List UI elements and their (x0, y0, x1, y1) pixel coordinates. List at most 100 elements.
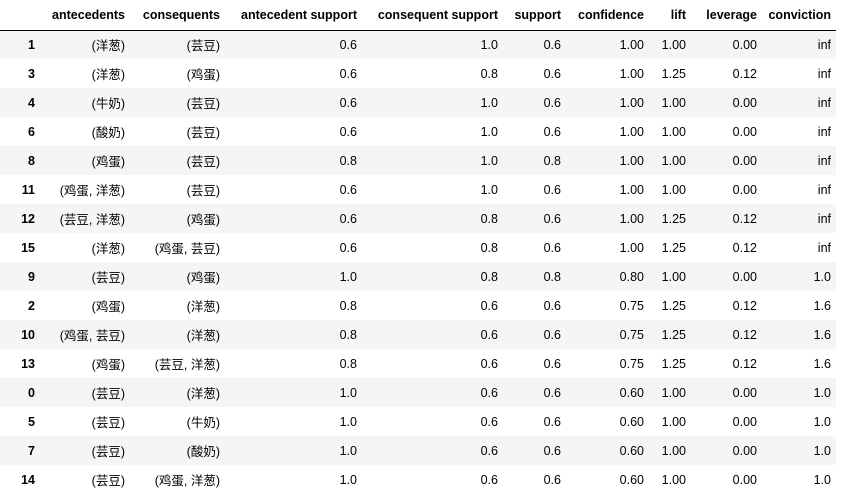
consequents-cell: (鸡蛋, 芸豆) (154, 242, 220, 256)
leverage-cell: 0.12 (732, 298, 757, 313)
antecedent-support-cell: 1.0 (339, 443, 357, 458)
antecedents-cell: (鸡蛋) (91, 300, 125, 314)
index-header (0, 0, 40, 31)
confidence-cell: 0.75 (619, 327, 644, 342)
consequents-cell: (芸豆) (186, 155, 220, 169)
support-cell: 0.6 (543, 240, 561, 255)
lift-cell: 1.00 (661, 182, 686, 197)
row-index: 13 (21, 356, 35, 371)
leverage-cell: 0.00 (732, 472, 757, 487)
lift-cell: 1.00 (661, 385, 686, 400)
table-row: 1 (洋葱) (芸豆) 0.6 1.0 0.6 1.00 1.00 0.00 inf (0, 30, 836, 59)
antecedent-support-cell: 0.6 (339, 240, 357, 255)
lift-cell: 1.00 (661, 414, 686, 429)
row-index: 0 (28, 385, 35, 400)
consequents-cell: (芸豆) (186, 97, 220, 111)
confidence-cell: 1.00 (619, 124, 644, 139)
consequents-cell: (芸豆) (186, 126, 220, 140)
row-index: 2 (28, 298, 35, 313)
row-index: 9 (28, 269, 35, 284)
leverage-cell: 0.00 (732, 124, 757, 139)
table-row: 0 (芸豆) (洋葱) 1.0 0.6 0.6 0.60 1.00 0.00 1.0 (0, 378, 836, 407)
support-cell: 0.6 (543, 356, 561, 371)
table-row: 12 (芸豆, 洋葱) (鸡蛋) 0.6 0.8 0.6 1.00 1.25 0.12 inf (0, 204, 836, 233)
lift-header: lift (649, 0, 691, 31)
table-row: 7 (芸豆) (酸奶) 1.0 0.6 0.6 0.60 1.00 0.00 1.0 (0, 436, 836, 465)
antecedent-support-cell: 0.8 (339, 327, 357, 342)
antecedents-cell: (芸豆, 洋葱) (59, 213, 125, 227)
antecedent-support-cell: 0.6 (339, 66, 357, 81)
consequent-support-cell: 1.0 (480, 124, 498, 139)
conviction-cell: inf (817, 182, 831, 197)
antecedents-header: antecedents (40, 0, 130, 31)
antecedents-cell: (牛奶) (91, 97, 125, 111)
row-index: 10 (21, 327, 35, 342)
consequent-support-cell: 1.0 (480, 37, 498, 52)
leverage-cell: 0.12 (732, 327, 757, 342)
table-row: 4 (牛奶) (芸豆) 0.6 1.0 0.6 1.00 1.00 0.00 inf (0, 88, 836, 117)
conviction-cell: inf (817, 95, 831, 110)
conviction-cell: 1.6 (813, 356, 831, 371)
support-cell: 0.6 (543, 414, 561, 429)
row-index: 12 (21, 211, 35, 226)
lift-cell: 1.00 (661, 124, 686, 139)
support-cell: 0.6 (543, 472, 561, 487)
lift-cell: 1.25 (661, 298, 686, 313)
confidence-cell: 0.75 (619, 298, 644, 313)
header-row: antecedents consequents antecedent support… (0, 0, 836, 31)
support-cell: 0.6 (543, 298, 561, 313)
support-cell: 0.6 (543, 211, 561, 226)
conviction-cell: inf (817, 124, 831, 139)
row-index: 14 (21, 472, 35, 487)
antecedents-cell: (洋葱) (91, 68, 125, 82)
row-index: 6 (28, 124, 35, 139)
antecedent-support-cell: 0.6 (339, 211, 357, 226)
antecedents-cell: (芸豆) (91, 416, 125, 430)
table-row: 2 (鸡蛋) (洋葱) 0.8 0.6 0.6 0.75 1.25 0.12 1.6 (0, 291, 836, 320)
lift-cell: 1.00 (661, 153, 686, 168)
support-cell: 0.6 (543, 385, 561, 400)
leverage-cell: 0.00 (732, 443, 757, 458)
antecedent-support-cell: 0.8 (339, 356, 357, 371)
row-index: 7 (28, 443, 35, 458)
consequent-support-cell: 1.0 (480, 153, 498, 168)
support-cell: 0.8 (543, 269, 561, 284)
antecedents-cell: (鸡蛋) (91, 358, 125, 372)
confidence-cell: 0.60 (619, 472, 644, 487)
leverage-cell: 0.00 (732, 414, 757, 429)
conviction-cell: inf (817, 37, 831, 52)
lift-cell: 1.25 (661, 327, 686, 342)
conviction-cell: inf (817, 211, 831, 226)
row-index: 1 (28, 37, 35, 52)
consequent-support-cell: 0.8 (480, 269, 498, 284)
antecedent-support-cell: 0.6 (339, 37, 357, 52)
lift-cell: 1.25 (661, 66, 686, 81)
leverage-cell: 0.00 (732, 385, 757, 400)
table-row: 13 (鸡蛋) (芸豆, 洋葱) 0.8 0.6 0.6 0.75 1.25 0.12 1.6 (0, 349, 836, 378)
table-header: antecedents consequents antecedent support… (0, 0, 836, 31)
conviction-header: conviction (762, 0, 836, 31)
antecedent-support-cell: 0.6 (339, 124, 357, 139)
antecedent-support-header: antecedent support (225, 0, 362, 31)
confidence-cell: 0.60 (619, 385, 644, 400)
table-row: 3 (洋葱) (鸡蛋) 0.6 0.8 0.6 1.00 1.25 0.12 inf (0, 59, 836, 88)
antecedents-cell: (洋葱) (91, 242, 125, 256)
association-rules-table: antecedents consequents antecedent support… (0, 0, 836, 488)
confidence-cell: 0.75 (619, 356, 644, 371)
antecedent-support-cell: 0.8 (339, 153, 357, 168)
antecedents-cell: (鸡蛋, 洋葱) (59, 184, 125, 198)
conviction-cell: 1.0 (813, 414, 831, 429)
conviction-cell: inf (817, 66, 831, 81)
table-row: 10 (鸡蛋, 芸豆) (洋葱) 0.8 0.6 0.6 0.75 1.25 0.12 1.6 (0, 320, 836, 349)
conviction-cell: inf (817, 153, 831, 168)
confidence-cell: 1.00 (619, 240, 644, 255)
lift-cell: 1.00 (661, 472, 686, 487)
lift-cell: 1.25 (661, 211, 686, 226)
antecedent-support-cell: 1.0 (339, 385, 357, 400)
support-cell: 0.6 (543, 443, 561, 458)
row-index: 11 (21, 182, 35, 197)
consequents-cell: (洋葱) (186, 387, 220, 401)
leverage-cell: 0.12 (732, 356, 757, 371)
table-row: 5 (芸豆) (牛奶) 1.0 0.6 0.6 0.60 1.00 0.00 1.0 (0, 407, 836, 436)
row-index: 4 (28, 95, 35, 110)
